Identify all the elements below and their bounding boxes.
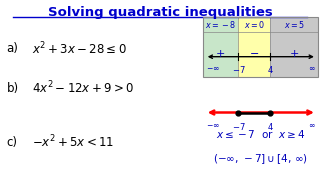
Text: $x = 0$: $x = 0$ (244, 19, 265, 30)
Text: $-\infty$: $-\infty$ (206, 64, 220, 73)
Text: $4x^2 - 12x + 9 > 0$: $4x^2 - 12x + 9 > 0$ (32, 80, 134, 96)
Text: −: − (250, 49, 259, 59)
Text: $4$: $4$ (267, 121, 274, 132)
Text: $-7$: $-7$ (232, 64, 245, 75)
Text: $-\infty$: $-\infty$ (206, 121, 220, 130)
Text: $x = -8$: $x = -8$ (205, 19, 236, 30)
Text: $(-\infty,\,-7]\cup[4,\,\infty)$: $(-\infty,\,-7]\cup[4,\,\infty)$ (213, 152, 308, 166)
FancyBboxPatch shape (238, 17, 270, 76)
FancyBboxPatch shape (270, 17, 318, 76)
Text: $\infty$: $\infty$ (308, 121, 316, 130)
Text: b): b) (6, 82, 19, 95)
Text: a): a) (6, 42, 18, 55)
Text: $-x^2 + 5x < 11$: $-x^2 + 5x < 11$ (32, 134, 114, 150)
Text: Solving quadratic inequalities: Solving quadratic inequalities (48, 6, 272, 19)
Text: $-7$: $-7$ (232, 121, 245, 132)
Text: $4$: $4$ (267, 64, 274, 75)
Text: $x \leq -7$  or  $x \geq 4$: $x \leq -7$ or $x \geq 4$ (216, 128, 305, 140)
Text: +: + (216, 49, 226, 59)
FancyBboxPatch shape (203, 17, 238, 76)
Text: $x^2 + 3x - 28 \leq 0$: $x^2 + 3x - 28 \leq 0$ (32, 40, 127, 57)
Text: +: + (290, 49, 299, 59)
Text: $\infty$: $\infty$ (308, 64, 316, 73)
Text: c): c) (6, 136, 17, 149)
Text: $x = 5$: $x = 5$ (284, 19, 305, 30)
